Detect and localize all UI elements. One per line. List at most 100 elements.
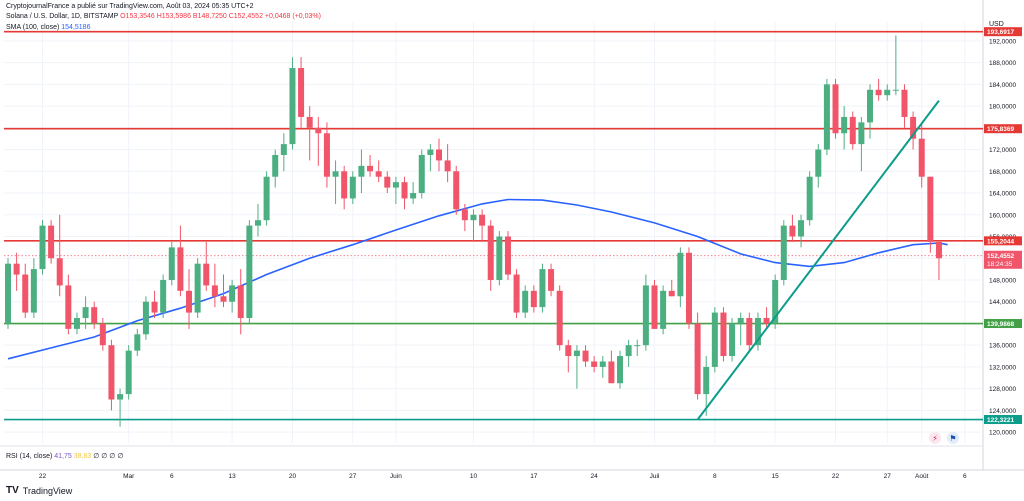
level-price-tag-bg	[984, 415, 1022, 425]
candle-body	[117, 394, 124, 400]
candle-body	[677, 252, 684, 297]
candle-body	[418, 154, 425, 194]
candle-body	[815, 149, 822, 177]
candle-body	[841, 116, 848, 134]
candle-body	[263, 176, 270, 221]
tradingview-brand[interactable]: TV TradingView	[6, 485, 72, 496]
y-tick-label: 168,0000	[989, 169, 1016, 176]
level-price-tag: 175,8369	[987, 126, 1014, 133]
candle-body	[496, 236, 503, 280]
candle-body	[367, 165, 374, 172]
candle-body	[858, 122, 865, 145]
y-tick-label: 148,0000	[989, 277, 1016, 284]
candle-body	[315, 127, 322, 134]
candle-body	[798, 220, 805, 237]
currency-label: USD	[989, 21, 1004, 28]
candle-body	[625, 345, 632, 357]
candle-body	[591, 361, 598, 367]
candle-body	[444, 160, 451, 172]
level-price-tag-bg	[984, 319, 1022, 329]
publisher-line: CryptojournalFrance a publié sur Trading…	[6, 3, 254, 10]
candle-body	[582, 350, 589, 362]
candle-body	[642, 285, 649, 346]
candle-body	[56, 258, 63, 286]
candle-body	[48, 225, 55, 259]
x-tick-label: 24	[591, 473, 599, 480]
candle-body	[806, 176, 813, 221]
candle-body	[229, 285, 236, 302]
lightning-icon[interactable]: ⚡	[929, 432, 941, 444]
candle-body	[729, 323, 736, 357]
sma-legend[interactable]: SMA (100, close) 154,5186	[6, 24, 90, 31]
candle-body	[22, 274, 29, 313]
candle-body	[685, 252, 692, 324]
candle-body	[384, 176, 391, 188]
y-tick-label: 172,0000	[989, 147, 1016, 154]
flag-icon[interactable]: ⚑	[947, 432, 959, 444]
candle-body	[108, 345, 115, 400]
rsi-empty-values: ∅ ∅ ∅ ∅	[93, 453, 124, 460]
candle-body	[177, 247, 184, 291]
brand-name: TradingView	[22, 485, 73, 496]
candle-body	[737, 318, 744, 324]
tradingview-logo-icon: TV	[6, 485, 19, 496]
symbol-line: Solana / U.S. Dollar, 1D, BITSTAMP O153,…	[6, 13, 321, 20]
x-tick-label: 27	[884, 473, 892, 480]
candle-body	[5, 263, 11, 324]
sma-label: SMA (100, close)	[6, 24, 60, 31]
candle-body	[763, 318, 770, 324]
y-tick-label: 188,0000	[989, 60, 1016, 67]
candle-body	[168, 247, 175, 280]
candle-body	[573, 350, 580, 357]
x-tick-label: Mar	[123, 473, 135, 480]
x-tick-label: 15	[772, 473, 780, 480]
candle-body	[849, 116, 856, 145]
candle-body	[254, 220, 261, 226]
candle-body	[720, 312, 727, 357]
rsi-legend[interactable]: RSI (14, close) 41,75 38,83 ∅ ∅ ∅ ∅	[6, 452, 123, 460]
candle-body	[470, 214, 477, 221]
candle-body	[617, 356, 624, 384]
candle-body	[694, 323, 701, 395]
candle-body	[901, 89, 908, 117]
candle-body	[634, 345, 641, 347]
symbol-name: Solana / U.S. Dollar, 1D, BITSTAMP	[6, 13, 119, 20]
candle-body	[39, 225, 46, 270]
candle-body	[341, 171, 348, 199]
y-tick-label: 184,0000	[989, 82, 1016, 89]
candle-body	[754, 318, 761, 346]
candle-body	[151, 301, 158, 313]
candle-body	[823, 84, 830, 150]
ohlc-values: O153,3546 H153,5986 B148,7250 C152,4552 …	[120, 13, 321, 20]
candle-body	[220, 296, 227, 302]
x-tick-label: 8	[713, 473, 717, 480]
candle-body	[548, 269, 555, 291]
trend-line	[696, 100, 940, 421]
x-tick-label: 27	[349, 473, 357, 480]
candle-body	[892, 89, 899, 91]
candle-body	[910, 116, 917, 139]
candle-body	[772, 279, 779, 324]
candle-body	[332, 171, 339, 177]
candle-body	[298, 68, 305, 117]
level-price-tag-bg	[984, 27, 1022, 37]
candle-body	[289, 68, 296, 145]
candle-body	[875, 89, 882, 96]
candle-body	[211, 285, 218, 297]
level-price-tag: 139,9868	[987, 321, 1014, 328]
candle-body	[280, 144, 287, 155]
x-tick-label: 10	[470, 473, 478, 480]
candle-body	[99, 323, 106, 346]
y-tick-label: 136,0000	[989, 343, 1016, 350]
candle-body	[91, 307, 98, 324]
level-price-tag: 193,6917	[987, 29, 1014, 36]
candle-body	[65, 285, 72, 329]
level-price-tag-bg	[984, 124, 1022, 134]
candle-body	[306, 116, 313, 128]
rsi-label: RSI (14, close)	[6, 453, 53, 460]
candle-body	[703, 366, 710, 395]
rsi-value-2: 38,83	[73, 453, 92, 460]
y-tick-label: 132,0000	[989, 364, 1016, 371]
candle-body	[935, 241, 942, 259]
